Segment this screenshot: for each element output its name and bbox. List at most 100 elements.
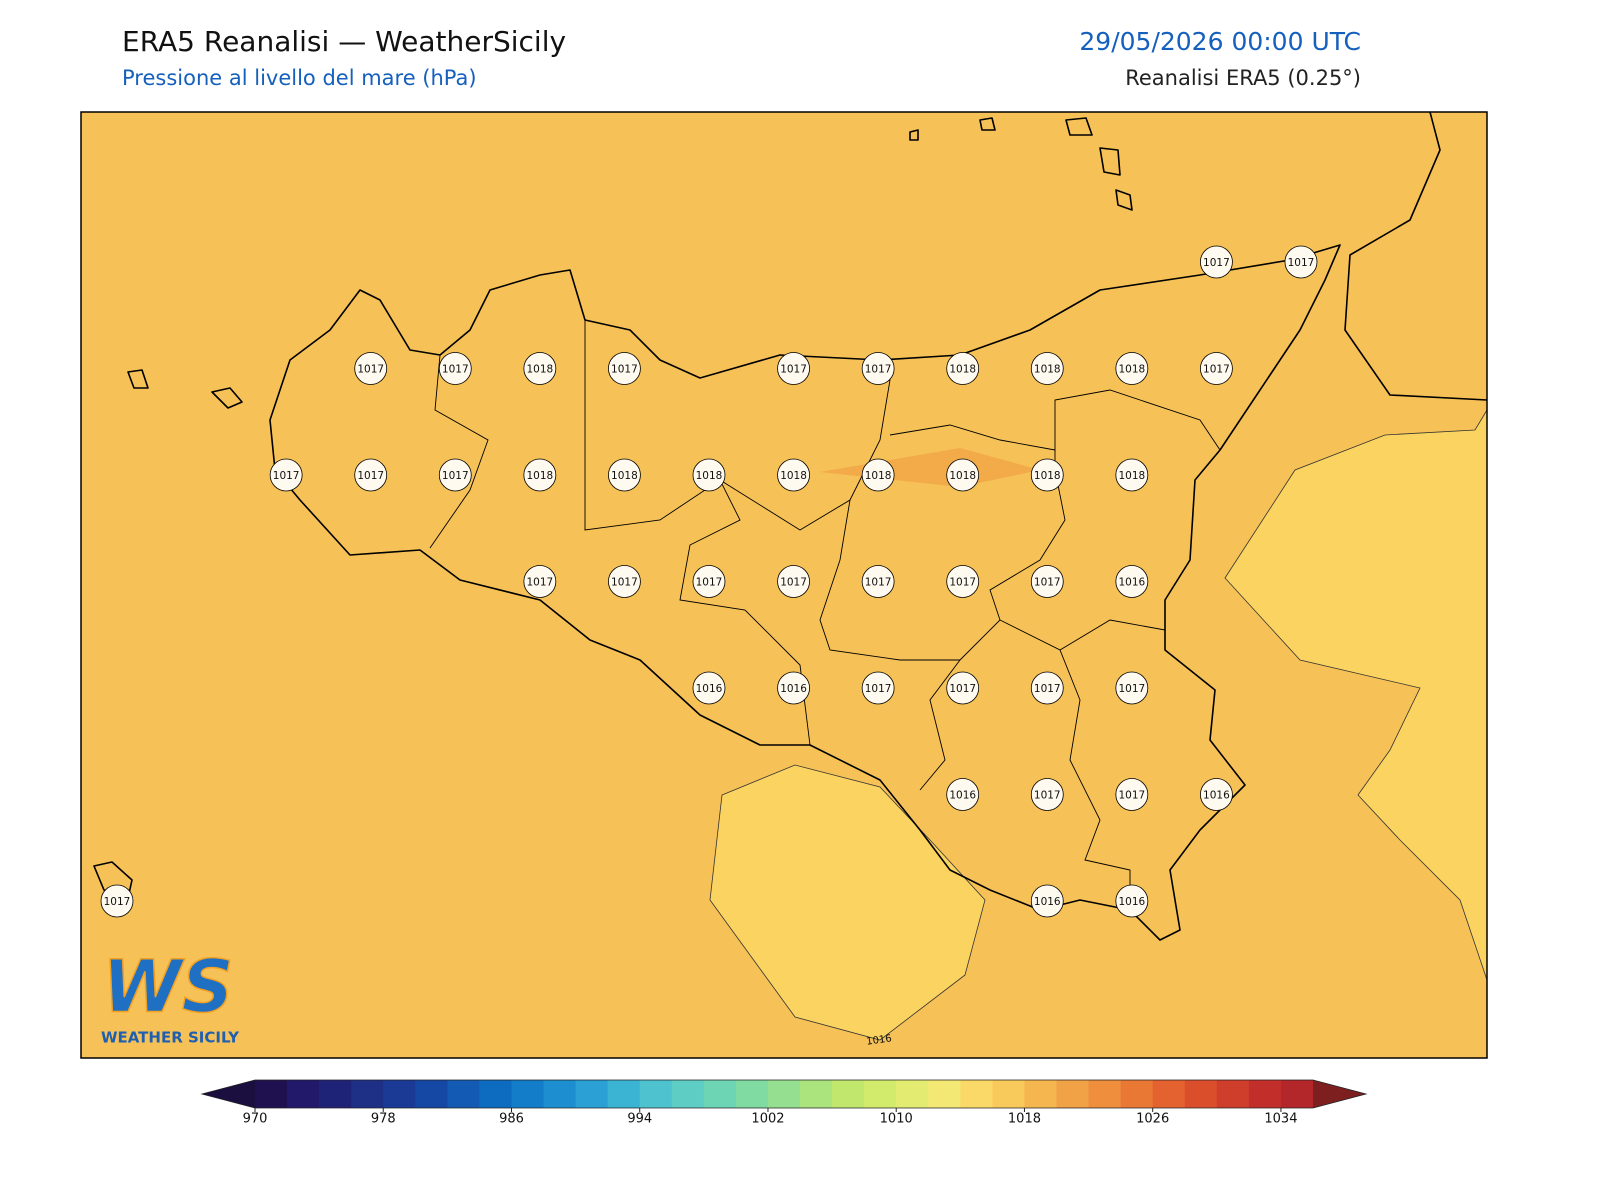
logo: WS WEATHER SICILY: [101, 944, 240, 1047]
pressure-label: 1017: [1288, 257, 1315, 269]
label-circle: [608, 458, 641, 492]
colorbar-segment: [639, 1080, 673, 1108]
colorbar-segment: [287, 1080, 320, 1108]
colorbar-tick-label: 1018: [1008, 1112, 1041, 1127]
title: ERA5 Reanalisi — WeatherSicily: [122, 25, 566, 58]
map-frame: [80, 111, 1488, 1059]
label-circle: [523, 458, 557, 492]
colorbar-segment: [960, 1080, 993, 1108]
pressure-label: 1017: [1203, 364, 1230, 376]
logo-text: WEATHER SICILY: [101, 1029, 240, 1047]
label-circle: [1115, 565, 1149, 598]
colorbar-segment: [1024, 1080, 1058, 1108]
label-circle: [100, 884, 134, 918]
colorbar-segment: [1248, 1080, 1282, 1108]
label-circle: [946, 458, 980, 492]
pressure-label: 1016: [949, 790, 976, 802]
colorbar-under: [202, 1080, 255, 1108]
pressure-label: 1017: [273, 470, 300, 482]
colorbar-segment: [1216, 1080, 1250, 1108]
label-circle: [354, 352, 388, 385]
pressure-label: 1017: [526, 577, 553, 589]
pressure-label: 1018: [611, 470, 638, 482]
colorbar-segment: [767, 1080, 801, 1108]
label-circle: [692, 671, 726, 705]
label-circle: [1115, 458, 1149, 492]
colorbar-segment: [607, 1080, 641, 1108]
label-circle: [523, 565, 557, 598]
pressure-label: 1017: [1034, 577, 1061, 589]
pressure-label: 1017: [357, 470, 384, 482]
colorbar-segment: [255, 1080, 288, 1108]
label-circle: [354, 458, 388, 492]
label-circle: [1030, 671, 1064, 705]
label-circle: [692, 565, 726, 598]
label-circle: [1030, 458, 1064, 492]
label-circle: [438, 458, 472, 492]
colorbar-tick-label: 994: [627, 1112, 652, 1127]
pressure-label: 1017: [442, 364, 469, 376]
pressure-label: 1017: [780, 364, 807, 376]
label-circle: [777, 458, 810, 492]
label-circle: [1030, 352, 1064, 385]
label-circle: [1115, 884, 1149, 918]
label-circle: [1284, 245, 1318, 279]
pressure-label: 1018: [526, 470, 553, 482]
islands: [93, 117, 1133, 899]
pressure-label: 1017: [865, 364, 892, 376]
pressure-label: 1018: [1118, 364, 1145, 376]
pressure-label: 1018: [526, 364, 553, 376]
colorbar-segment: [1184, 1080, 1218, 1108]
colorbar-segment: [928, 1080, 961, 1108]
colorbar-tick-label: 978: [371, 1112, 396, 1127]
pressure-label: 1016: [696, 683, 723, 695]
colorbar-segment: [479, 1080, 512, 1108]
label-circle: [1200, 778, 1233, 811]
logo-mark: WS: [102, 945, 233, 1029]
sicily-coast: [269, 244, 1341, 941]
colorbar-tick-label: 986: [499, 1112, 524, 1127]
map: 1016 WS WEATHER SICILY: [80, 111, 1488, 1059]
label-circle: [777, 565, 810, 598]
pressure-label: 1017: [696, 577, 723, 589]
pressure-label: 1018: [1034, 470, 1061, 482]
colorbar-segment: [511, 1080, 545, 1108]
colorbar-segment: [864, 1080, 897, 1108]
label-circle: [1030, 778, 1064, 811]
label-circle: [777, 352, 810, 385]
pressure-label: 1018: [949, 364, 976, 376]
colorbar-segment: [447, 1080, 480, 1108]
colorbar-segment: [415, 1080, 448, 1108]
pressure-label: 1017: [780, 577, 807, 589]
label-circle: [1030, 565, 1064, 598]
colorbar-segment: [1120, 1080, 1154, 1108]
colorbar-segment: [383, 1080, 416, 1108]
pressure-label: 1018: [865, 470, 892, 482]
label-circle: [1200, 245, 1233, 279]
pressure-label: 1017: [1118, 790, 1145, 802]
label-circle: [861, 458, 895, 492]
pressure-label: 1016: [780, 683, 807, 695]
pressure-label: 1017: [1034, 790, 1061, 802]
subtitle: Pressione al livello del mare (hPa): [122, 66, 477, 90]
label-circle: [1200, 352, 1233, 385]
pressure-label: 1017: [1118, 683, 1145, 695]
label-circle: [608, 565, 641, 598]
colorbar-segment: [896, 1080, 929, 1108]
pressure-label: 1017: [1034, 683, 1061, 695]
colorbar-segment: [1056, 1080, 1090, 1108]
pressure-label: 1018: [949, 470, 976, 482]
pressure-label: 1017: [865, 577, 892, 589]
label-circle: [946, 352, 980, 385]
pressure-label: 1018: [1118, 470, 1145, 482]
colorbar-tick-label: 1010: [880, 1112, 913, 1127]
label-circle: [946, 565, 980, 598]
pressure-labels: 1017 1017 1017 1017 1018 1017 1017 1017 1018 1018…: [100, 245, 1318, 918]
pressure-label: 1017: [442, 470, 469, 482]
label-circle: [438, 352, 472, 385]
label-circle: [523, 352, 557, 385]
label-circle: [269, 458, 303, 492]
pressure-label: 1018: [780, 470, 807, 482]
pressure-label: 1017: [949, 683, 976, 695]
colorbar-segment: [992, 1080, 1025, 1108]
